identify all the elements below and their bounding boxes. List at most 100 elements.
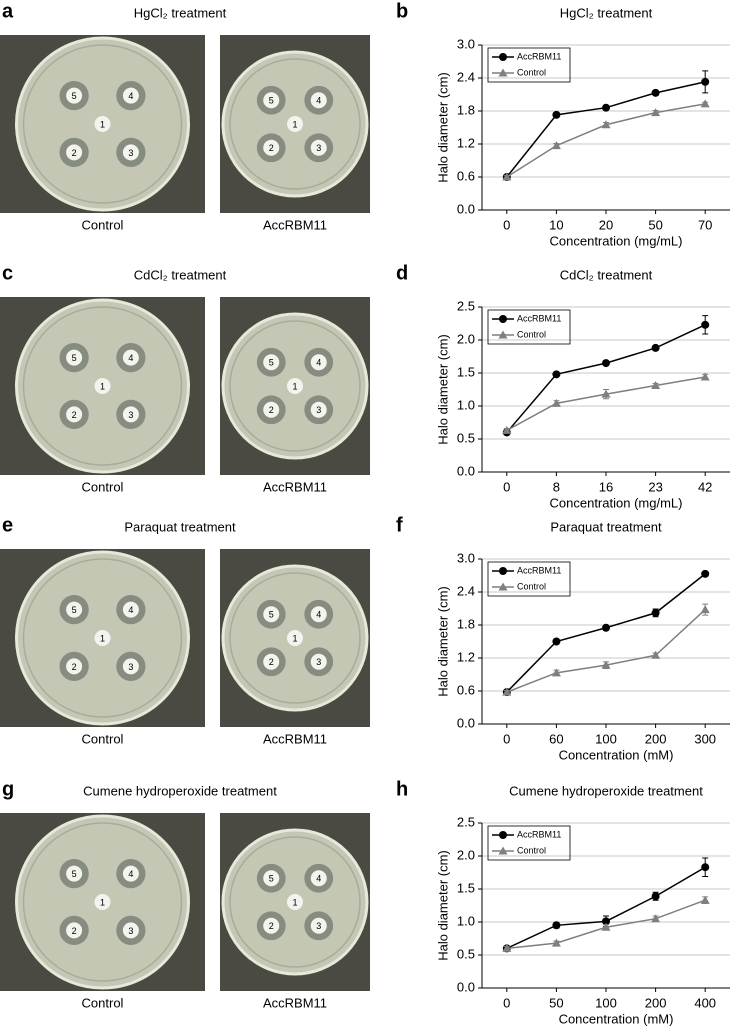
data-point bbox=[701, 569, 710, 578]
paper-disc bbox=[94, 630, 111, 646]
disc-label: 4 bbox=[316, 610, 321, 620]
disc-label: 5 bbox=[72, 353, 77, 363]
x-tick-label: 60 bbox=[549, 731, 563, 746]
disc-label: 1 bbox=[292, 633, 297, 643]
legend-label: Control bbox=[517, 581, 546, 591]
x-tick-label: 0 bbox=[503, 217, 510, 232]
y-tick-label: 2.4 bbox=[457, 69, 475, 84]
data-point bbox=[602, 917, 610, 926]
series-line bbox=[506, 324, 706, 433]
disc-label: 4 bbox=[128, 605, 133, 615]
legend-label: Control bbox=[517, 67, 546, 77]
panel-letter: f bbox=[396, 514, 403, 536]
x-tick-label: 0 bbox=[503, 995, 510, 1010]
disc-label: 4 bbox=[128, 91, 133, 101]
paper-disc bbox=[310, 870, 327, 887]
y-tick-label: 1.8 bbox=[457, 102, 475, 117]
chart-title: Paraquat treatment bbox=[550, 519, 662, 534]
disc-label: 4 bbox=[316, 874, 321, 884]
photo-caption: Control bbox=[82, 479, 124, 494]
paper-disc bbox=[263, 606, 280, 623]
x-tick-label: 0 bbox=[503, 731, 510, 746]
x-tick-label: 100 bbox=[595, 995, 617, 1010]
paper-disc bbox=[287, 630, 303, 646]
x-tick-label: 70 bbox=[698, 217, 712, 232]
series-line bbox=[506, 866, 706, 950]
paper-disc bbox=[263, 653, 280, 670]
disc-label: 5 bbox=[72, 91, 77, 101]
photo-caption: AccRBM11 bbox=[263, 731, 327, 746]
paper-disc bbox=[66, 87, 83, 104]
y-axis-title: Halo diameter (cm) bbox=[435, 850, 450, 961]
panel-letter: c bbox=[2, 262, 13, 284]
paper-disc bbox=[263, 401, 280, 418]
disc-label: 5 bbox=[269, 874, 274, 884]
paper-disc bbox=[122, 87, 139, 104]
legend-marker bbox=[498, 330, 508, 339]
dish-rim bbox=[22, 306, 183, 466]
disc-label: 2 bbox=[72, 148, 77, 158]
x-tick-label: 42 bbox=[698, 479, 712, 494]
data-point bbox=[601, 120, 611, 129]
data-point bbox=[651, 88, 660, 97]
disc-label: 4 bbox=[128, 353, 133, 363]
chart-title: HgCl₂ treatment bbox=[560, 5, 653, 20]
y-tick-label: 0.0 bbox=[457, 979, 475, 994]
disc-label: 3 bbox=[316, 405, 321, 415]
paper-disc bbox=[287, 894, 303, 910]
paper-disc bbox=[310, 139, 327, 156]
disc-label: 1 bbox=[292, 381, 297, 391]
data-point bbox=[700, 895, 710, 904]
y-axis-title: Halo diameter (cm) bbox=[435, 334, 450, 445]
disc-label: 3 bbox=[128, 662, 133, 672]
paper-disc bbox=[310, 354, 327, 371]
data-point bbox=[700, 99, 710, 108]
disc-label: 2 bbox=[269, 921, 274, 931]
data-point bbox=[552, 921, 561, 930]
data-point bbox=[502, 425, 512, 434]
disc-label: 2 bbox=[72, 662, 77, 672]
disc-label: 1 bbox=[292, 119, 297, 129]
disc-label: 3 bbox=[316, 921, 321, 931]
photo-caption: AccRBM11 bbox=[263, 479, 327, 494]
y-tick-label: 1.5 bbox=[457, 364, 475, 379]
legend-label: AccRBM11 bbox=[517, 51, 561, 61]
y-tick-label: 0.5 bbox=[457, 430, 475, 445]
paper-disc bbox=[310, 917, 327, 934]
paper-disc bbox=[122, 922, 139, 939]
disc-label: 1 bbox=[100, 633, 105, 643]
data-point bbox=[552, 637, 561, 646]
panel-letter: b bbox=[396, 0, 408, 22]
y-tick-label: 1.2 bbox=[457, 649, 475, 664]
disc-label: 5 bbox=[72, 605, 77, 615]
legend-label: AccRBM11 bbox=[517, 829, 561, 839]
paper-disc bbox=[66, 144, 83, 161]
disc-label: 2 bbox=[72, 410, 77, 420]
y-tick-label: 1.0 bbox=[457, 913, 475, 928]
panel-title: Paraquat treatment bbox=[124, 519, 236, 534]
disc-label: 2 bbox=[269, 405, 274, 415]
disc-label: 5 bbox=[269, 358, 274, 368]
y-tick-label: 2.0 bbox=[457, 847, 475, 862]
legend-marker bbox=[499, 315, 507, 323]
paper-disc bbox=[287, 378, 303, 394]
data-point bbox=[700, 605, 710, 614]
disc-label: 4 bbox=[316, 358, 321, 368]
legend-label: Control bbox=[517, 329, 546, 339]
x-tick-label: 10 bbox=[549, 217, 563, 232]
paper-disc bbox=[263, 139, 280, 156]
data-point bbox=[651, 914, 661, 923]
data-point bbox=[651, 343, 660, 352]
panel-letter: d bbox=[396, 262, 408, 284]
data-point bbox=[651, 608, 660, 617]
y-tick-label: 0.0 bbox=[457, 201, 475, 216]
disc-label: 1 bbox=[100, 381, 105, 391]
photo-caption: AccRBM11 bbox=[263, 995, 327, 1010]
paper-disc bbox=[122, 144, 139, 161]
y-tick-label: 1.2 bbox=[457, 135, 475, 150]
paper-disc bbox=[310, 653, 327, 670]
panel-letter: e bbox=[2, 514, 13, 536]
disc-label: 4 bbox=[128, 869, 133, 879]
data-point bbox=[551, 141, 561, 150]
y-tick-label: 0.6 bbox=[457, 682, 475, 697]
